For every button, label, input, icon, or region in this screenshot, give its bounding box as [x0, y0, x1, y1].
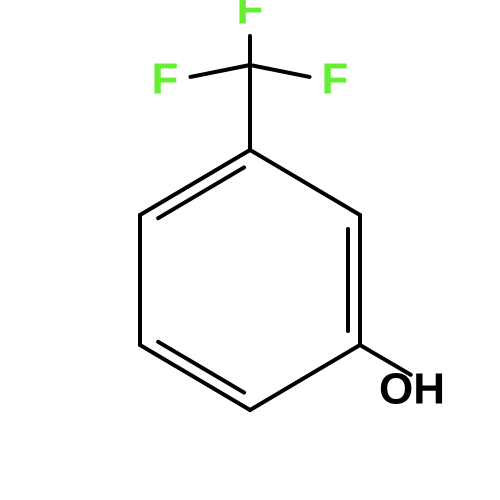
bond-line — [158, 167, 244, 218]
atom-label-f2: F — [152, 55, 179, 104]
bond-line — [140, 150, 250, 215]
bond-line — [250, 345, 360, 410]
bond-line — [140, 345, 250, 410]
bond-line — [158, 342, 244, 393]
bonds-layer — [140, 36, 411, 410]
bond-line — [250, 150, 360, 215]
bond-line — [190, 65, 250, 77]
atom-label-oh: OH — [379, 365, 445, 414]
atom-label-f3: F — [322, 55, 349, 104]
bond-line — [250, 65, 310, 77]
atom-label-f1: F — [237, 0, 264, 34]
molecule-diagram: F F F OH — [0, 0, 500, 500]
atoms-layer: F F F OH — [152, 0, 445, 414]
